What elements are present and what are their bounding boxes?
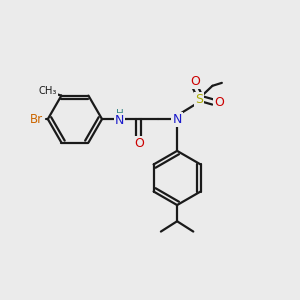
Text: O: O [190,75,200,88]
Text: Br: Br [30,112,43,126]
Text: O: O [214,95,224,109]
Text: N: N [115,114,124,127]
Text: O: O [134,137,144,150]
Text: H: H [116,109,124,119]
Text: S: S [195,93,203,106]
Text: CH₃: CH₃ [38,86,57,96]
Text: N: N [172,112,182,126]
